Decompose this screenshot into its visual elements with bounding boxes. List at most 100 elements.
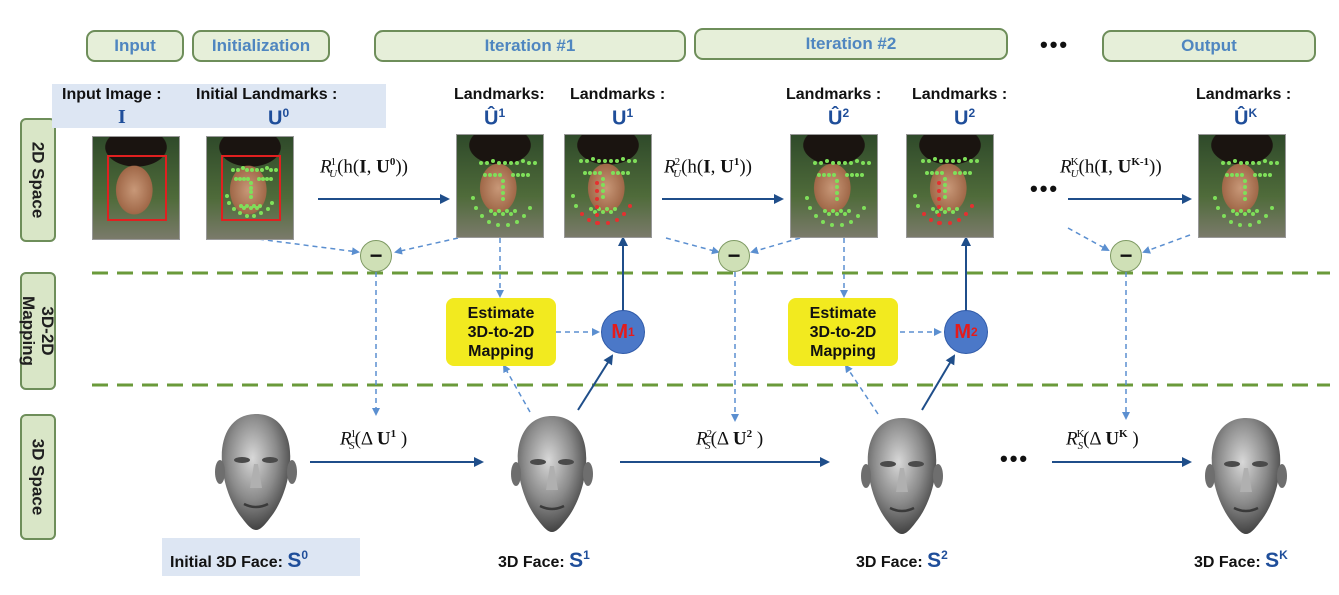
symbol-SK: SK <box>1265 548 1288 572</box>
landmark-dot <box>474 205 479 210</box>
landmark-dot <box>244 213 249 218</box>
landmark-dot <box>248 190 253 194</box>
label-3d-face-2: 3D Face: S2 <box>856 548 948 572</box>
landmark-dot <box>224 193 229 198</box>
landmark-dot <box>849 161 853 165</box>
landmark-dot <box>239 203 243 208</box>
landmark-dot <box>603 159 607 163</box>
landmark-dot <box>964 211 969 216</box>
landmark-dot <box>933 157 937 161</box>
landmark-dot <box>831 209 835 213</box>
symbol-U0: U0 <box>268 106 290 130</box>
landmarks-hat-2-photo <box>790 134 878 238</box>
symbol-Uhat1: Û1 <box>484 106 506 130</box>
landmark-dot <box>479 161 483 165</box>
landmark-dot <box>945 159 949 163</box>
landmark-dot <box>268 176 273 181</box>
landmark-dot <box>269 200 274 205</box>
label-landmarks-hat-k: Landmarks : <box>1196 86 1292 103</box>
face-shape <box>1240 468 1252 492</box>
label-landmarks-hat-1: Landmarks: <box>454 86 545 103</box>
face-shape <box>1252 461 1268 467</box>
minus-node-1: − <box>360 240 392 272</box>
landmark-dot <box>587 217 592 222</box>
landmark-dot <box>1257 161 1261 165</box>
face-shape <box>861 464 871 488</box>
landmark-dot <box>1269 161 1273 165</box>
row-label-3d-2d-mapping: 3D-2D Mapping <box>19 272 57 390</box>
landmark-dot <box>817 173 821 177</box>
face-shape <box>880 461 896 467</box>
face-shape <box>511 462 521 486</box>
landmark-dot <box>521 159 525 163</box>
minus-node-2: − <box>718 240 750 272</box>
label-3d-face-1: 3D Face: S1 <box>498 548 590 572</box>
symbol-U1: U1 <box>612 106 634 130</box>
arrow-s2-m2 <box>921 354 956 411</box>
landmark-dot <box>527 205 532 210</box>
landmark-dot <box>825 159 829 163</box>
landmark-dot <box>485 161 489 165</box>
landmarks-2-photo <box>906 134 994 238</box>
landmark-dot <box>260 176 265 181</box>
estimate-line-1: Estimate <box>467 304 535 322</box>
landmark-dot <box>505 222 510 227</box>
landmark-dot <box>927 159 931 163</box>
landmark-dot <box>969 203 974 208</box>
landmark-dot <box>501 191 505 195</box>
formula-ru-2: R2U(h(I, U1)) <box>664 156 753 181</box>
landmark-dot <box>491 159 495 163</box>
face-shape <box>243 502 269 509</box>
landmark-dot <box>240 166 245 170</box>
face-shape <box>1224 461 1240 467</box>
landmark-dot <box>1256 219 1261 224</box>
landmark-dot <box>1263 159 1267 163</box>
tag-input: Input <box>86 30 184 62</box>
landmark-dot <box>579 211 584 216</box>
landmark-dot <box>1213 196 1218 200</box>
landmark-dot <box>929 217 934 222</box>
face-shape <box>530 459 546 465</box>
landmark-dot <box>937 197 941 201</box>
landmark-dot <box>574 203 579 208</box>
landmark-dot <box>1229 219 1234 224</box>
face-shape <box>1233 506 1259 513</box>
landmark-dot <box>823 209 827 213</box>
landmark-dot <box>1235 212 1239 216</box>
landmark-dot <box>1243 179 1247 183</box>
landmarks-hat-1-photo <box>456 134 544 238</box>
landmark-dot <box>1216 205 1221 210</box>
landmark-dot <box>601 189 605 193</box>
landmark-dot <box>821 219 826 224</box>
ellipsis-2d: ••• <box>1030 176 1060 201</box>
landmark-dot <box>1231 209 1235 213</box>
face-shape <box>546 466 558 490</box>
landmark-dot <box>498 173 502 177</box>
face-shape <box>262 457 278 463</box>
landmark-dot <box>616 171 620 175</box>
landmark-dot <box>571 194 576 198</box>
landmark-dot <box>237 211 242 216</box>
landmark-dot <box>252 213 257 218</box>
landmark-dot <box>242 176 247 181</box>
landmark-dot <box>609 159 613 163</box>
landmark-dot <box>1225 173 1229 177</box>
landmark-dot <box>913 194 918 198</box>
landmark-dot <box>956 217 961 222</box>
landmark-dot <box>935 171 939 175</box>
face-shape <box>583 462 593 486</box>
landmark-dot <box>839 209 843 213</box>
landmark-dot <box>969 159 973 163</box>
initial-face-label-band <box>162 538 360 576</box>
landmark-dot <box>527 161 531 165</box>
landmark-dot <box>614 217 619 222</box>
face-shape <box>558 459 574 465</box>
landmark-dot <box>597 207 601 211</box>
landmark-dot <box>947 220 952 225</box>
landmark-dot <box>235 167 240 172</box>
landmark-dot <box>1245 161 1249 165</box>
landmark-dot <box>526 173 530 177</box>
landmark-dot <box>509 212 513 216</box>
landmark-dot <box>259 167 264 172</box>
